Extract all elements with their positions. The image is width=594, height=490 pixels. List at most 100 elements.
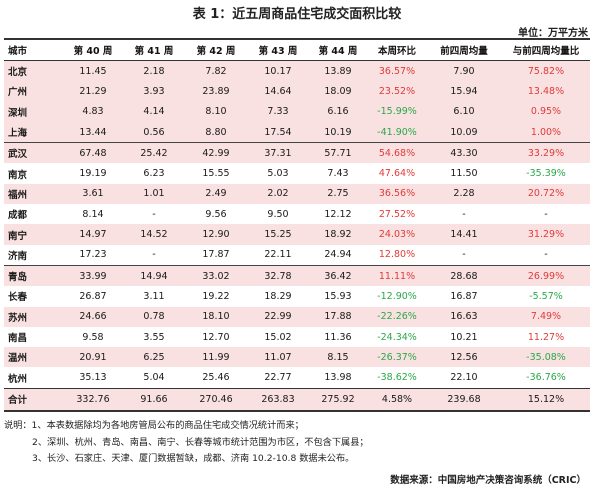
cell-wow: 36.57% [368, 60, 426, 82]
cell-wow: -38.62% [377, 372, 417, 384]
cell-city: 苏州 [4, 306, 62, 327]
cell-w40: 11.45 [62, 60, 124, 82]
cell-w43: 22.99 [248, 306, 308, 327]
cell-w44: 2.75 [308, 183, 368, 205]
header-vs-avg: 与前四周均量比 [502, 38, 590, 61]
cell-city: 青岛 [4, 264, 62, 287]
cell-avg4: 14.41 [426, 224, 502, 245]
cell-w40: 17.23 [79, 249, 107, 261]
cell-w44: 7.43 [327, 168, 349, 180]
cell-w44: 6.16 [308, 101, 368, 122]
note-line: 3、长沙、石家庄、天津、厦门数据暂缺，成都、济南 10.2-10.8 数据未公布… [32, 453, 355, 464]
total-row: 合计 332.76 91.66 270.46 263.83 275.92 4.58% 239.… [4, 387, 590, 412]
cell-w43: 22.77 [264, 372, 292, 384]
cell-w44: 8.15 [308, 347, 368, 368]
cell-wow: -41.90% [368, 121, 426, 143]
cell-wow: 27.52% [378, 208, 416, 220]
cell-vs-avg: -35.39% [526, 168, 566, 180]
cell-vs-avg: 0.95% [502, 101, 590, 122]
cell-w42: 12.70 [202, 331, 230, 343]
table-row: 南昌 9.58 3.55 12.70 15.02 11.36 -24.34% 10.21 11.… [4, 327, 590, 347]
cell-w42: 19.22 [202, 290, 230, 302]
cell-w44: 15.93 [324, 290, 352, 302]
cell-avg4: 22.10 [450, 372, 478, 384]
cell-city: 福州 [4, 183, 62, 205]
cell-w42: 12.90 [184, 224, 248, 245]
cell-w40: 3.61 [62, 183, 124, 205]
cell-wow: 54.68% [368, 142, 426, 164]
cell-city: 深圳 [4, 101, 62, 122]
cell-w43: 15.25 [248, 224, 308, 245]
cell-vs-avg: 13.48% [502, 81, 590, 102]
cell-w41: - [152, 249, 156, 261]
cell-w42: 18.10 [184, 306, 248, 327]
cell-wow: -15.99% [368, 101, 426, 122]
table-title: 表 1：近五周商品住宅成交面积比较 [192, 7, 402, 22]
cell-vs-avg: 7.49% [502, 306, 590, 327]
cell-vs-avg: 31.29% [502, 224, 590, 245]
table-row: 福州 3.61 1.01 2.49 2.02 2.75 36.56% 2.28 20.72% [4, 183, 590, 205]
table-row: 温州 20.91 6.25 11.99 11.07 8.15 -26.37% 12.56 -35… [4, 347, 590, 368]
cell-vs-avg: -35.08% [502, 347, 590, 368]
cell-w41: - [152, 208, 156, 220]
header-week-44: 第 44 周 [308, 38, 368, 61]
cell-avg4: 28.68 [426, 264, 502, 287]
cell-wow: 47.64% [378, 168, 416, 180]
unit-label: 单位：万平方米 [518, 28, 588, 39]
cell-w42: 8.80 [184, 121, 248, 143]
cell-w40: 21.29 [62, 81, 124, 102]
cell-w43: 7.33 [248, 101, 308, 122]
cell-w42: 9.56 [205, 208, 227, 220]
cell-w44: 13.89 [308, 60, 368, 82]
cell-w41: 14.52 [124, 224, 184, 245]
cell-wow: -24.34% [377, 331, 417, 343]
cell-w41: 91.66 [124, 387, 184, 412]
cell-w44: 17.88 [308, 306, 368, 327]
cell-avg4: 7.90 [426, 60, 502, 82]
table-row: 济南 17.23 - 17.87 22.11 24.94 12.80% - - [4, 245, 590, 266]
cell-w44: 24.94 [324, 249, 352, 261]
cell-w44: 57.71 [308, 142, 368, 164]
cell-w43: 17.54 [248, 121, 308, 143]
notes: 说明：1、本表数据除均为各地房管局公布的商品住宅成交情况统计而来； 2、深圳、杭… [4, 418, 369, 468]
cell-wow: -12.90% [377, 290, 417, 302]
cell-avg4: 239.68 [426, 387, 502, 412]
table-row: 杭州 35.13 5.04 25.46 22.77 13.98 -38.62% 22.10 -3… [4, 367, 590, 388]
cell-w40: 8.14 [82, 208, 104, 220]
cell-w42: 15.55 [202, 168, 230, 180]
table-row: 武汉 67.48 25.42 42.99 37.31 57.71 54.68% 43.30 33… [4, 142, 590, 164]
cell-city: 上海 [4, 121, 62, 143]
cell-avg4: 6.10 [426, 101, 502, 122]
cell-vs-avg: 15.12% [502, 387, 590, 412]
table-row: 上海 13.44 0.56 8.80 17.54 10.19 -41.90% 10.09 1.0… [4, 121, 590, 143]
cell-w42: 11.99 [184, 347, 248, 368]
note-line: 说明：1、本表数据除均为各地房管局公布的商品住宅成交情况统计而来； [4, 420, 304, 431]
cell-w41: 4.14 [124, 101, 184, 122]
cell-w41: 0.78 [124, 306, 184, 327]
cell-avg4: 16.87 [450, 290, 478, 302]
table-row: 南宁 14.97 14.52 12.90 15.25 18.92 24.03% 14.41 31… [4, 224, 590, 245]
cell-wow: 36.56% [368, 183, 426, 205]
cell-city: 济南 [8, 250, 28, 262]
table-row: 长春 26.87 3.11 19.22 18.29 15.93 -12.90% 16.87 -5… [4, 286, 590, 306]
cell-w43: 32.78 [248, 264, 308, 287]
cell-avg4: 43.30 [426, 142, 502, 164]
cell-wow: 24.03% [368, 224, 426, 245]
cell-wow: 23.52% [368, 81, 426, 102]
cell-w44: 36.42 [308, 264, 368, 287]
header-week-40: 第 40 周 [62, 38, 124, 61]
cell-w43: 263.83 [248, 387, 308, 412]
cell-city: 广州 [4, 81, 62, 102]
cell-w42: 23.89 [184, 81, 248, 102]
cell-w43: 5.03 [267, 168, 289, 180]
cell-w41: 3.55 [143, 331, 165, 343]
cell-vs-avg: 33.29% [502, 142, 590, 164]
cell-w40: 20.91 [62, 347, 124, 368]
cell-avg4: 2.28 [426, 183, 502, 205]
header-wow: 本周环比 [368, 38, 426, 61]
cell-w44: 12.12 [324, 208, 352, 220]
cell-w43: 11.07 [248, 347, 308, 368]
cell-vs-avg: -5.57% [529, 290, 563, 302]
cell-w43: 14.64 [248, 81, 308, 102]
cell-wow: 4.58% [368, 387, 426, 412]
